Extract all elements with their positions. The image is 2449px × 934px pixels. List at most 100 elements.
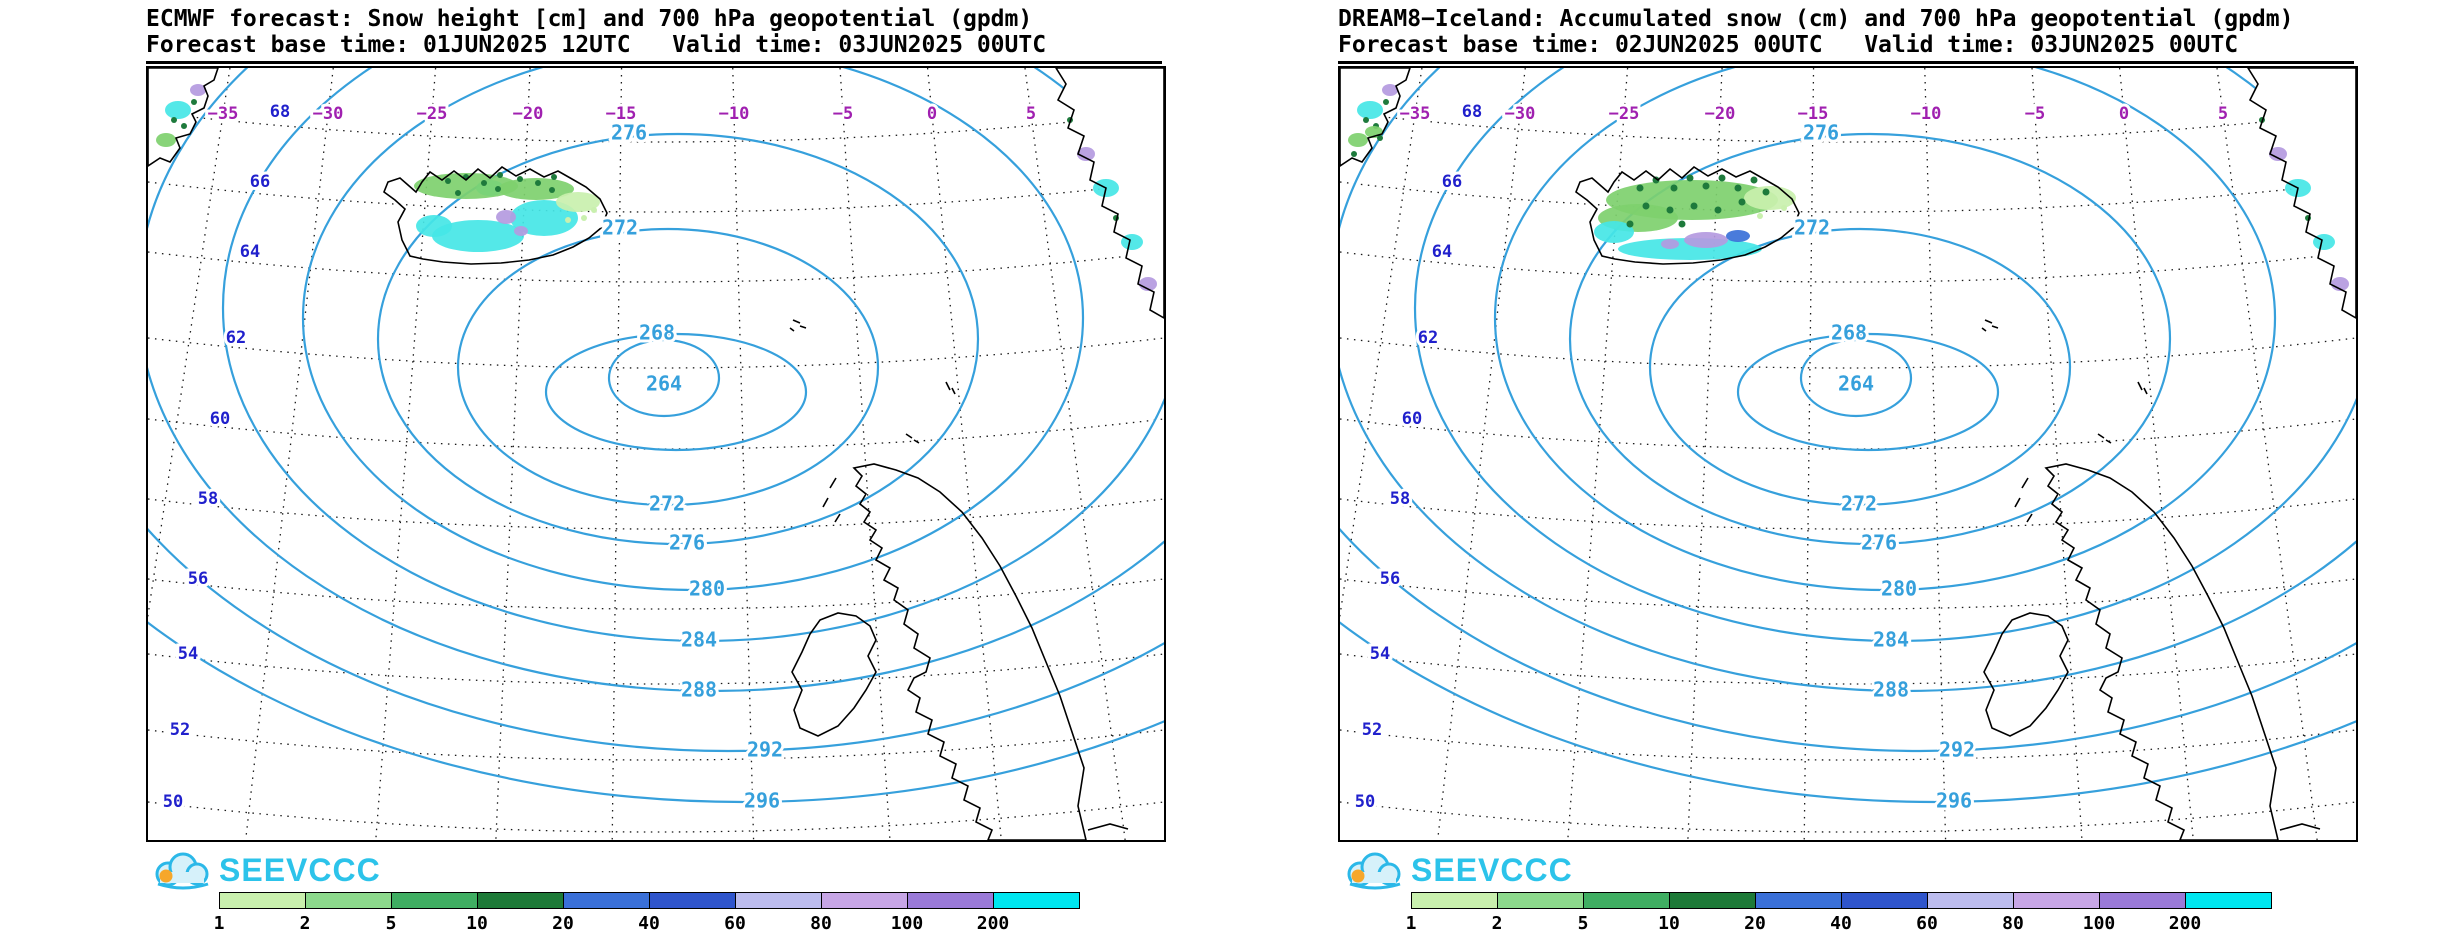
legend-segment: 20 <box>552 892 650 934</box>
seevccc-logo: SEEVCCC <box>1338 848 1573 892</box>
svg-text:60: 60 <box>210 409 230 429</box>
svg-text:−35: −35 <box>208 104 239 124</box>
svg-text:68: 68 <box>270 102 290 122</box>
panel-footer: SEEVCCC 1 2 5 10 20 40 60 80 100 200 <box>146 842 1166 934</box>
svg-text:−35: −35 <box>1400 104 1431 124</box>
svg-text:272: 272 <box>1841 492 1877 516</box>
svg-text:288: 288 <box>681 678 717 702</box>
svg-text:−5: −5 <box>833 104 853 124</box>
svg-text:0: 0 <box>927 104 937 124</box>
legend-tick-label: 80 <box>810 913 832 934</box>
svg-text:54: 54 <box>178 644 198 664</box>
svg-text:268: 268 <box>639 321 675 345</box>
svg-text:−10: −10 <box>1911 104 1942 124</box>
legend-segment: 200 <box>977 892 1080 934</box>
panel-title-line1: DREAM8−Iceland: Accumulated snow (cm) an… <box>1338 6 2294 32</box>
legend-tick-label: 100 <box>890 913 924 934</box>
svg-text:54: 54 <box>1370 644 1390 664</box>
legend-tick-label: 200 <box>976 913 1010 934</box>
svg-text:50: 50 <box>163 792 183 812</box>
legend-tick-label: 40 <box>1830 913 1852 934</box>
panel-dream8: DREAM8−Iceland: Accumulated snow (cm) an… <box>1338 6 2358 934</box>
snow-legend: 1 2 5 10 20 40 60 80 100 200 <box>1406 892 2272 934</box>
weather-map-canvas-dream8: 276 272 268 264 272 276 280 284 288 292 296 68 66 64 6… <box>1340 68 2356 840</box>
seevccc-cloud-icon <box>155 852 209 890</box>
legend-tick-label: 20 <box>1744 913 1766 934</box>
svg-text:−20: −20 <box>1705 104 1736 124</box>
svg-text:296: 296 <box>1936 789 1972 813</box>
legend-tick-label: 60 <box>724 913 746 934</box>
svg-text:−25: −25 <box>417 104 448 124</box>
svg-text:292: 292 <box>1939 738 1975 762</box>
svg-text:5: 5 <box>1026 104 1036 124</box>
legend-tick-label: 2 <box>299 913 311 934</box>
legend-segment: 20 <box>1744 892 1842 934</box>
svg-text:272: 272 <box>1794 216 1830 240</box>
legend-tick-label: 5 <box>385 913 397 934</box>
svg-text:−15: −15 <box>606 104 637 124</box>
svg-text:66: 66 <box>1442 172 1462 192</box>
svg-text:52: 52 <box>1362 720 1382 740</box>
legend-segment: 40 <box>1830 892 1928 934</box>
legend-tick-label: 40 <box>638 913 660 934</box>
legend-segment: 10 <box>1658 892 1756 934</box>
legend-segment: 2 <box>300 892 392 934</box>
svg-text:288: 288 <box>1873 678 1909 702</box>
legend-segment: 5 <box>1578 892 1670 934</box>
legend-tick-label: 1 <box>213 913 225 934</box>
svg-text:50: 50 <box>1355 792 1375 812</box>
svg-text:280: 280 <box>689 577 725 601</box>
svg-text:62: 62 <box>226 328 246 348</box>
svg-text:56: 56 <box>1380 569 1400 589</box>
svg-text:292: 292 <box>747 738 783 762</box>
svg-text:−5: −5 <box>2025 104 2045 124</box>
legend-segment: 1 <box>1406 892 1498 934</box>
svg-text:276: 276 <box>611 121 647 145</box>
svg-text:−20: −20 <box>513 104 544 124</box>
panel-title-line2: Forecast base time: 01JUN2025 12UTC Vali… <box>146 32 1047 58</box>
svg-text:66: 66 <box>250 172 270 192</box>
svg-text:−30: −30 <box>1505 104 1536 124</box>
svg-text:58: 58 <box>198 489 218 509</box>
legend-segment: 100 <box>891 892 994 934</box>
panel-title-line2: Forecast base time: 02JUN2025 00UTC Vali… <box>1338 32 2239 58</box>
legend-segment: 200 <box>2169 892 2272 934</box>
svg-text:0: 0 <box>2119 104 2129 124</box>
legend-segment: 40 <box>638 892 736 934</box>
legend-tick-label: 1 <box>1405 913 1417 934</box>
legend-tick-label: 60 <box>1916 913 1938 934</box>
panel-ecmwf-header: ECMWF forecast: Snow height [cm] and 700… <box>146 6 1162 64</box>
panel-footer: SEEVCCC 1 2 5 10 20 40 60 80 100 200 <box>1338 842 2358 934</box>
svg-text:60: 60 <box>1402 409 1422 429</box>
svg-text:272: 272 <box>602 216 638 240</box>
svg-text:5: 5 <box>2218 104 2228 124</box>
svg-text:268: 268 <box>1831 321 1867 345</box>
seevccc-logo: SEEVCCC <box>146 848 381 892</box>
svg-text:284: 284 <box>1873 628 1909 652</box>
svg-text:−25: −25 <box>1609 104 1640 124</box>
legend-segment: 100 <box>2083 892 2186 934</box>
svg-text:264: 264 <box>1838 372 1874 396</box>
svg-text:264: 264 <box>646 372 682 396</box>
svg-text:276: 276 <box>669 531 705 555</box>
svg-text:58: 58 <box>1390 489 1410 509</box>
legend-tick-label: 2 <box>1491 913 1503 934</box>
map-frame-dream8: 276 272 268 264 272 276 280 284 288 292 296 68 66 64 6… <box>1338 66 2358 842</box>
legend-segment: 80 <box>810 892 908 934</box>
svg-text:272: 272 <box>649 492 685 516</box>
legend-segment: 1 <box>214 892 306 934</box>
svg-text:−15: −15 <box>1798 104 1829 124</box>
svg-text:68: 68 <box>1462 102 1482 122</box>
legend-tick-label: 20 <box>552 913 574 934</box>
legend-segment: 60 <box>1916 892 2014 934</box>
panel-ecmwf: ECMWF forecast: Snow height [cm] and 700… <box>146 6 1166 934</box>
seevccc-cloud-icon <box>1347 852 1401 890</box>
legend-segment: 60 <box>724 892 822 934</box>
legend-segment: 5 <box>386 892 478 934</box>
map-frame-ecmwf: 276 272 268 264 272 276 280 284 288 292 296 68 66 64 6… <box>146 66 1166 842</box>
legend-segment: 2 <box>1492 892 1584 934</box>
svg-text:296: 296 <box>744 789 780 813</box>
legend-tick-label: 100 <box>2082 913 2116 934</box>
svg-text:64: 64 <box>1432 242 1452 262</box>
svg-text:62: 62 <box>1418 328 1438 348</box>
